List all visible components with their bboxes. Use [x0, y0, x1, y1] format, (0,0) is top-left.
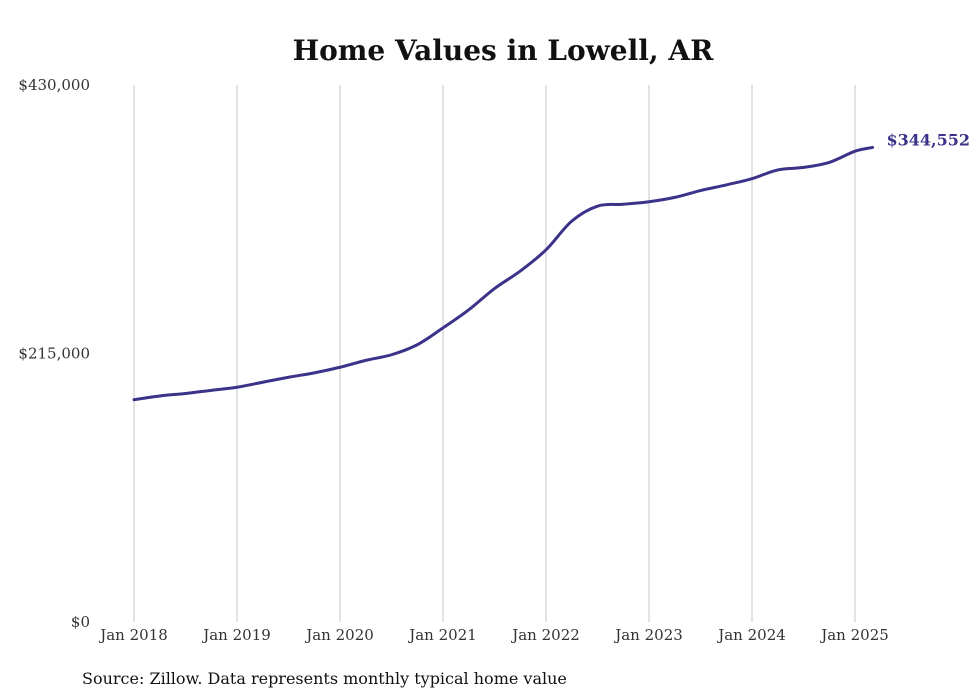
x-tick-label: Jan 2018: [98, 626, 168, 644]
x-tick-label: Jan 2021: [407, 626, 477, 644]
x-tick-label: Jan 2023: [613, 626, 683, 644]
source-note: Source: Zillow. Data represents monthly …: [82, 669, 567, 688]
x-tick-label: Jan 2020: [304, 626, 374, 644]
vertical-gridlines: [133, 85, 856, 622]
x-axis-tick-labels: Jan 2018 Jan 2019 Jan 2020 Jan 2021 Jan 2022…: [98, 626, 889, 644]
x-tick-label: Jan 2019: [201, 626, 271, 644]
y-tick-label: $215,000: [18, 345, 90, 363]
x-tick-label: Jan 2025: [819, 626, 889, 644]
y-tick-label: $430,000: [18, 76, 90, 94]
x-tick-label: Jan 2024: [716, 626, 786, 644]
x-tick-label: Jan 2022: [510, 626, 580, 644]
end-value-label: $344,552: [887, 130, 971, 149]
home-value-series-line: [132, 145, 875, 402]
y-tick-label: $0: [71, 613, 90, 631]
chart-title: Home Values in Lowell, AR: [293, 34, 714, 67]
y-axis-tick-labels: $0 $215,000 $430,000: [18, 76, 90, 631]
